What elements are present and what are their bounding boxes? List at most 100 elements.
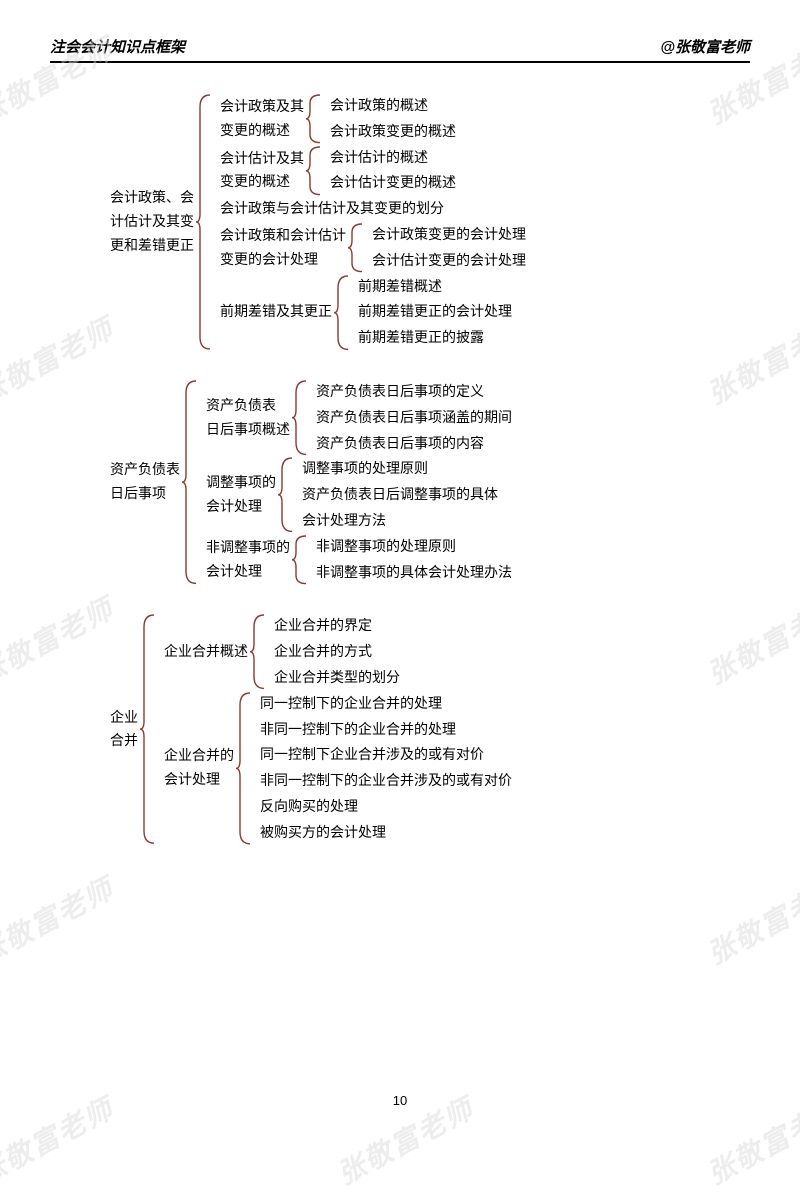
tree-node: 会计估计及其 变更的概述会计估计的概述会计估计变更的概述 bbox=[220, 145, 526, 197]
node-label: 会计政策与会计估计及其变更的划分 bbox=[220, 196, 444, 222]
header-left: 注会会计知识点框架 bbox=[50, 36, 185, 57]
node-label: 会计估计的概述 bbox=[330, 145, 428, 171]
tree-node: 非同一控制下的企业合并涉及的或有对价 bbox=[260, 768, 512, 794]
node-label: 会计政策及其 变更的概述 bbox=[220, 94, 304, 144]
node-label: 会计估计及其 变更的概述 bbox=[220, 146, 304, 196]
bracket-icon bbox=[348, 222, 362, 274]
tree-node: 会计政策的概述 bbox=[330, 93, 456, 119]
children: 调整事项的处理原则资产负债表日后调整事项的具体会计处理方法 bbox=[294, 456, 498, 533]
children: 前期差错概述前期差错更正的会计处理前期差错更正的披露 bbox=[350, 274, 512, 351]
tree-node: 前期差错概述 bbox=[358, 274, 512, 300]
tree-node: 资产负债表 日后事项资产负债表 日后事项概述资产负债表日后事项的定义资产负债表日… bbox=[110, 379, 750, 585]
children: 资产负债表 日后事项概述资产负债表日后事项的定义资产负债表日后事项涵盖的期间资产… bbox=[198, 379, 512, 585]
tree-node: 同一控制下企业合并涉及的或有对价 bbox=[260, 742, 512, 768]
tree-node: 会计处理方法 bbox=[302, 508, 498, 534]
node-label: 非调整事项的处理原则 bbox=[316, 534, 456, 560]
tree-node: 企业合并的方式 bbox=[274, 639, 400, 665]
node-label: 会计政策和会计估计 变更的会计处理 bbox=[220, 223, 346, 273]
children: 会计估计的概述会计估计变更的概述 bbox=[322, 145, 456, 197]
tree-node: 非调整事项的 会计处理非调整事项的处理原则非调整事项的具体会计处理办法 bbox=[206, 534, 512, 586]
node-label: 企业 合并 bbox=[110, 705, 138, 755]
node-label: 前期差错概述 bbox=[358, 274, 442, 300]
node-label: 被购买方的会计处理 bbox=[260, 820, 386, 846]
bracket-icon bbox=[140, 613, 154, 845]
page-header: 注会会计知识点框架 @张敬富老师 bbox=[50, 36, 750, 63]
tree-node: 反向购买的处理 bbox=[260, 794, 512, 820]
node-label: 会计估计变更的会计处理 bbox=[372, 248, 526, 274]
node-label: 资产负债表日后事项涵盖的期间 bbox=[316, 405, 512, 431]
tree-node: 前期差错更正的会计处理 bbox=[358, 299, 512, 325]
node-label: 会计政策变更的概述 bbox=[330, 119, 456, 145]
tree-node: 非同一控制下的企业合并的处理 bbox=[260, 717, 512, 743]
children: 非调整事项的处理原则非调整事项的具体会计处理办法 bbox=[308, 534, 512, 586]
node-label: 前期差错更正的披露 bbox=[358, 325, 484, 351]
children: 会计政策变更的会计处理会计估计变更的会计处理 bbox=[364, 222, 526, 274]
node-label: 同一控制下企业合并涉及的或有对价 bbox=[260, 742, 484, 768]
tree-node: 同一控制下的企业合并的处理 bbox=[260, 691, 512, 717]
tree-node: 企业合并概述企业合并的界定企业合并的方式企业合并类型的划分 bbox=[164, 613, 512, 690]
section-gap bbox=[110, 351, 750, 379]
children: 资产负债表日后事项的定义资产负债表日后事项涵盖的期间资产负债表日后事项的内容 bbox=[308, 379, 512, 456]
tree-node: 会计估计变更的概述 bbox=[330, 170, 456, 196]
node-label: 会计政策、会 计估计及其变 更和差错更正 bbox=[110, 185, 194, 258]
tree-node: 资产负债表日后事项的定义 bbox=[316, 379, 512, 405]
tree-node: 企业合并类型的划分 bbox=[274, 665, 400, 691]
page-number: 10 bbox=[0, 1093, 800, 1108]
node-label: 资产负债表日后调整事项的具体 bbox=[302, 482, 498, 508]
tree-node: 会计估计变更的会计处理 bbox=[372, 248, 526, 274]
page: 注会会计知识点框架 @张敬富老师 会计政策、会 计估计及其变 更和差错更正会计政… bbox=[0, 0, 800, 1132]
node-label: 前期差错及其更正 bbox=[220, 299, 332, 325]
tree-node: 资产负债表日后调整事项的具体 bbox=[302, 482, 498, 508]
node-label: 同一控制下的企业合并的处理 bbox=[260, 691, 442, 717]
children: 企业合并概述企业合并的界定企业合并的方式企业合并类型的划分企业合并的 会计处理同… bbox=[156, 613, 512, 845]
node-label: 非调整事项的 会计处理 bbox=[206, 535, 290, 585]
tree-node: 会计政策变更的概述 bbox=[330, 119, 456, 145]
bracket-icon bbox=[196, 93, 210, 351]
node-label: 企业合并的 会计处理 bbox=[164, 743, 234, 793]
tree-node: 资产负债表日后事项涵盖的期间 bbox=[316, 405, 512, 431]
bracket-icon bbox=[182, 379, 196, 585]
children: 会计政策及其 变更的概述会计政策的概述会计政策变更的概述会计估计及其 变更的概述… bbox=[212, 93, 526, 351]
node-label: 资产负债表 日后事项 bbox=[110, 457, 180, 507]
bracket-icon bbox=[250, 613, 264, 690]
node-label: 反向购买的处理 bbox=[260, 794, 358, 820]
header-right: @张敬富老师 bbox=[660, 36, 750, 57]
bracket-icon bbox=[306, 145, 320, 197]
tree-node: 会计政策和会计估计 变更的会计处理会计政策变更的会计处理会计估计变更的会计处理 bbox=[220, 222, 526, 274]
tree-node: 会计政策与会计估计及其变更的划分 bbox=[220, 196, 526, 222]
tree-node: 企业 合并企业合并概述企业合并的界定企业合并的方式企业合并类型的划分企业合并的 … bbox=[110, 613, 750, 845]
node-label: 资产负债表日后事项的定义 bbox=[316, 379, 484, 405]
node-label: 前期差错更正的会计处理 bbox=[358, 299, 512, 325]
tree-node: 调整事项的处理原则 bbox=[302, 456, 498, 482]
node-label: 资产负债表日后事项的内容 bbox=[316, 431, 484, 457]
node-label: 非调整事项的具体会计处理办法 bbox=[316, 560, 512, 586]
tree-node: 调整事项的 会计处理调整事项的处理原则资产负债表日后调整事项的具体会计处理方法 bbox=[206, 456, 512, 533]
tree-node: 资产负债表 日后事项概述资产负债表日后事项的定义资产负债表日后事项涵盖的期间资产… bbox=[206, 379, 512, 456]
children: 企业合并的界定企业合并的方式企业合并类型的划分 bbox=[266, 613, 400, 690]
bracket-icon bbox=[236, 691, 250, 846]
node-label: 企业合并的方式 bbox=[274, 639, 372, 665]
tree-node: 前期差错更正的披露 bbox=[358, 325, 512, 351]
node-label: 调整事项的 会计处理 bbox=[206, 470, 276, 520]
children: 同一控制下的企业合并的处理非同一控制下的企业合并的处理同一控制下企业合并涉及的或… bbox=[252, 691, 512, 846]
diagram-container: 会计政策、会 计估计及其变 更和差错更正会计政策及其 变更的概述会计政策的概述会… bbox=[50, 93, 750, 846]
children: 会计政策的概述会计政策变更的概述 bbox=[322, 93, 456, 145]
tree-node: 企业合并的界定 bbox=[274, 613, 400, 639]
tree-node: 非调整事项的处理原则 bbox=[316, 534, 512, 560]
tree-node: 会计政策及其 变更的概述会计政策的概述会计政策变更的概述 bbox=[220, 93, 526, 145]
node-label: 资产负债表 日后事项概述 bbox=[206, 393, 290, 443]
section-gap bbox=[110, 585, 750, 613]
node-label: 企业合并类型的划分 bbox=[274, 665, 400, 691]
node-label: 非同一控制下的企业合并的处理 bbox=[260, 717, 456, 743]
node-label: 会计估计变更的概述 bbox=[330, 170, 456, 196]
tree-node: 会计估计的概述 bbox=[330, 145, 456, 171]
tree-node: 资产负债表日后事项的内容 bbox=[316, 431, 512, 457]
tree-node: 会计政策变更的会计处理 bbox=[372, 222, 526, 248]
node-label: 会计政策变更的会计处理 bbox=[372, 222, 526, 248]
node-label: 会计处理方法 bbox=[302, 508, 386, 534]
bracket-icon bbox=[278, 456, 292, 533]
tree-node: 被购买方的会计处理 bbox=[260, 820, 512, 846]
tree-node: 非调整事项的具体会计处理办法 bbox=[316, 560, 512, 586]
node-label: 调整事项的处理原则 bbox=[302, 456, 428, 482]
tree-node: 前期差错及其更正前期差错概述前期差错更正的会计处理前期差错更正的披露 bbox=[220, 274, 526, 351]
